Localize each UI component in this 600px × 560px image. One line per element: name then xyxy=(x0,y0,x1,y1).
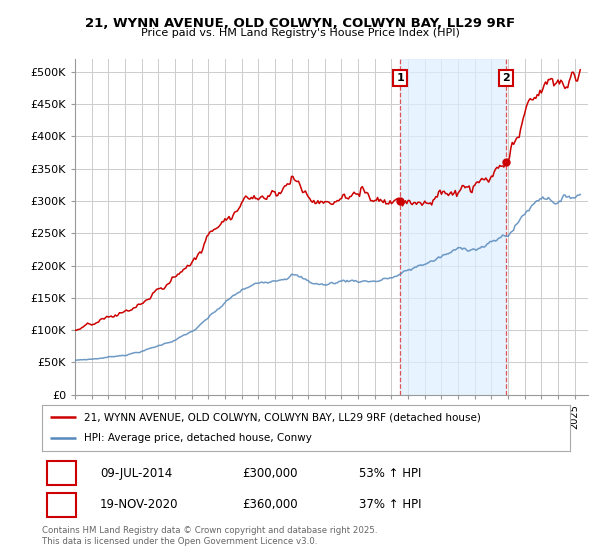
Bar xyxy=(400,59,506,395)
Text: £360,000: £360,000 xyxy=(242,498,298,511)
Text: HPI: Average price, detached house, Conwy: HPI: Average price, detached house, Conw… xyxy=(84,433,312,444)
FancyBboxPatch shape xyxy=(47,461,76,485)
Text: 21, WYNN AVENUE, OLD COLWYN, COLWYN BAY, LL29 9RF: 21, WYNN AVENUE, OLD COLWYN, COLWYN BAY,… xyxy=(85,17,515,30)
Text: Price paid vs. HM Land Registry's House Price Index (HPI): Price paid vs. HM Land Registry's House … xyxy=(140,28,460,38)
Text: £300,000: £300,000 xyxy=(242,466,298,479)
Text: 53% ↑ HPI: 53% ↑ HPI xyxy=(359,466,421,479)
Text: 1: 1 xyxy=(396,73,404,83)
Text: 37% ↑ HPI: 37% ↑ HPI xyxy=(359,498,421,511)
Text: 09-JUL-2014: 09-JUL-2014 xyxy=(100,466,172,479)
Text: 2: 2 xyxy=(502,73,510,83)
Text: 21, WYNN AVENUE, OLD COLWYN, COLWYN BAY, LL29 9RF (detached house): 21, WYNN AVENUE, OLD COLWYN, COLWYN BAY,… xyxy=(84,412,481,422)
Text: 2: 2 xyxy=(58,498,65,511)
Text: Contains HM Land Registry data © Crown copyright and database right 2025.
This d: Contains HM Land Registry data © Crown c… xyxy=(42,526,377,546)
FancyBboxPatch shape xyxy=(47,493,76,517)
Text: 19-NOV-2020: 19-NOV-2020 xyxy=(100,498,179,511)
Text: 1: 1 xyxy=(58,466,65,479)
